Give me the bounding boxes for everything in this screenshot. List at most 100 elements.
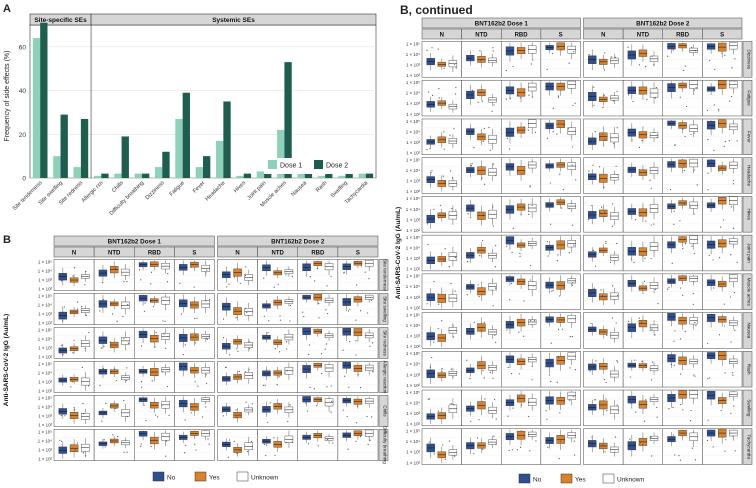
- outlier-point: [556, 381, 558, 383]
- outlier-point: [560, 49, 563, 51]
- outlier-point: [673, 340, 675, 342]
- y-tick-label: 1 × 10²: [38, 388, 52, 393]
- outlier-point: [194, 443, 196, 445]
- outlier-point: [511, 251, 513, 253]
- outlier-point: [644, 257, 646, 259]
- outlier-point: [507, 366, 509, 369]
- outlier-point: [635, 411, 637, 413]
- outlier-point: [611, 225, 614, 227]
- outlier-point: [574, 368, 576, 371]
- outlier-point: [327, 312, 329, 315]
- outlier-point: [640, 215, 642, 217]
- outlier-point: [285, 442, 287, 444]
- outlier-point: [601, 133, 604, 135]
- outlier-point: [471, 56, 474, 58]
- outlier-point: [672, 49, 674, 51]
- outlier-point: [723, 325, 726, 327]
- outlier-point: [244, 307, 246, 309]
- outlier-point: [706, 282, 709, 284]
- outlier-point: [643, 169, 645, 171]
- outlier-point: [205, 374, 207, 376]
- outlier-point: [99, 269, 101, 272]
- outlier-point: [721, 52, 723, 54]
- outlier-point: [444, 458, 446, 460]
- outlier-point: [495, 287, 497, 289]
- outlier-point: [88, 331, 90, 334]
- outlier-point: [708, 377, 711, 379]
- outlier-point: [511, 282, 513, 284]
- outlier-point: [429, 366, 431, 368]
- outlier-point: [672, 406, 674, 409]
- y-tick-label: 1 × 10⁵: [38, 429, 52, 434]
- outlier-point: [720, 286, 722, 288]
- outlier-point: [549, 85, 551, 87]
- outlier-point: [305, 402, 307, 404]
- outlier-point: [654, 334, 656, 336]
- outlier-point: [606, 410, 608, 412]
- outlier-point: [546, 241, 549, 243]
- outlier-point: [450, 283, 452, 285]
- outlier-point: [443, 131, 445, 133]
- outlier-point: [599, 166, 601, 168]
- outlier-point: [495, 245, 497, 247]
- outlier-point: [205, 272, 207, 274]
- outlier-point: [426, 223, 429, 225]
- outlier-point: [712, 259, 714, 261]
- outlier-point: [324, 348, 326, 350]
- outlier-point: [441, 370, 443, 373]
- outlier-point: [480, 60, 482, 62]
- dose-header-label: BNT162b2 Dose 1: [108, 239, 162, 246]
- outlier-point: [641, 139, 643, 142]
- outlier-point: [684, 364, 686, 366]
- outlier-point: [638, 168, 640, 171]
- outlier-point: [180, 313, 183, 315]
- legend-box: [264, 158, 358, 174]
- outlier-point: [285, 341, 288, 343]
- outlier-point: [709, 59, 711, 62]
- outlier-point: [563, 124, 565, 126]
- outlier-point: [571, 335, 573, 338]
- outlier-point: [656, 136, 658, 139]
- outlier-point: [483, 321, 485, 323]
- antigen-header-label: RBD: [311, 251, 325, 257]
- outlier-point: [656, 406, 658, 408]
- x-tick-label: Fatigue: [169, 180, 186, 197]
- legend-swatch: [314, 160, 323, 169]
- row-strip-label: Chills: [383, 405, 388, 417]
- outlier-point: [455, 93, 457, 95]
- outlier-point: [628, 52, 631, 54]
- x-tick-label: Headache: [204, 180, 226, 202]
- outlier-point: [546, 202, 548, 205]
- outlier-point: [320, 331, 322, 334]
- outlier-point: [592, 249, 595, 251]
- outlier-point: [269, 402, 271, 404]
- outlier-point: [547, 446, 549, 448]
- outlier-point: [616, 90, 618, 92]
- outlier-point: [126, 451, 128, 453]
- outlier-point: [667, 85, 669, 87]
- antigen-header-label: N: [601, 33, 605, 39]
- outlier-point: [428, 398, 431, 400]
- bar: [203, 156, 211, 178]
- outlier-point: [438, 87, 440, 90]
- row-strip: [378, 259, 389, 291]
- y-tick-label: 1 × 10⁵: [38, 361, 52, 366]
- outlier-point: [559, 412, 561, 414]
- y-axis-label: Anti-SARS-CoV-2 IgG (Au/mL): [395, 207, 402, 299]
- outlier-point: [325, 343, 328, 345]
- y-tick-label: 1 × 10⁴: [38, 370, 52, 375]
- outlier-point: [709, 396, 711, 399]
- outlier-point: [683, 203, 686, 205]
- outlier-point: [184, 452, 186, 454]
- row-strip: [742, 157, 753, 194]
- outlier-point: [359, 436, 362, 438]
- outlier-point: [728, 140, 731, 142]
- outlier-point: [432, 336, 435, 338]
- outlier-point: [706, 109, 709, 112]
- antigen-header: [540, 28, 581, 40]
- legend-swatch: [236, 471, 249, 482]
- outlier-point: [237, 350, 239, 352]
- outlier-point: [656, 416, 658, 418]
- outlier-point: [682, 128, 684, 130]
- outlier-point: [713, 320, 715, 322]
